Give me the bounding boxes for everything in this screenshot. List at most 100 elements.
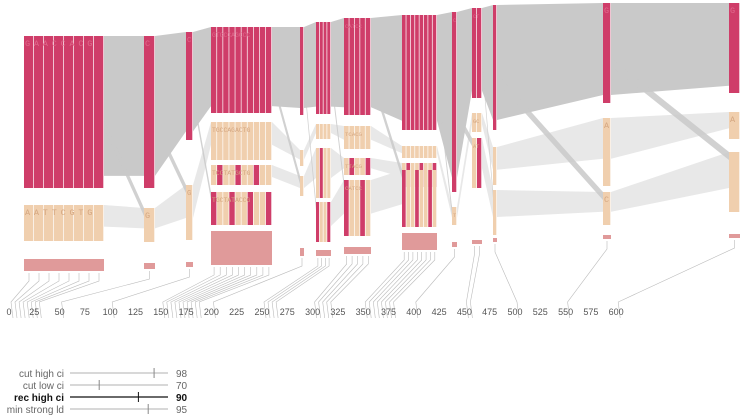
haplotype-block: CT bbox=[452, 12, 457, 247]
allele-column bbox=[327, 22, 331, 114]
allele-column bbox=[74, 205, 84, 241]
snp-connector bbox=[166, 267, 221, 319]
haplotype-sequence-label: G bbox=[604, 6, 611, 16]
haplotype-flow-band bbox=[304, 22, 316, 108]
threshold-control-row: min strong ld 95 bbox=[7, 404, 188, 416]
allele-column bbox=[402, 146, 406, 158]
threshold-label: cut high ci bbox=[19, 369, 64, 380]
axis-tick-label: 325 bbox=[330, 307, 345, 317]
threshold-control-row: cut low ci 70 bbox=[23, 380, 188, 392]
snp-connector bbox=[381, 252, 422, 319]
allele-column bbox=[34, 36, 44, 188]
snp-connector bbox=[170, 267, 227, 319]
haplotype-tail-bar bbox=[344, 247, 371, 254]
allele-column bbox=[472, 138, 477, 188]
allele-column bbox=[477, 113, 482, 132]
allele-column bbox=[603, 118, 611, 186]
allele-column bbox=[54, 205, 64, 241]
axis-tick-label: 300 bbox=[305, 307, 320, 317]
allele-column bbox=[729, 152, 740, 212]
allele-column bbox=[241, 165, 247, 185]
allele-column bbox=[300, 176, 304, 196]
haplotype-flow-band bbox=[371, 71, 402, 178]
allele-column bbox=[360, 126, 365, 149]
haplotype-sequence-label: CATCC bbox=[345, 185, 363, 192]
haplotype-sequence-label: C bbox=[145, 39, 155, 49]
allele-column bbox=[323, 148, 327, 198]
haplotype-tail-bar bbox=[300, 248, 304, 256]
haplotype-flow-band bbox=[272, 122, 300, 160]
axis-tick-label: 525 bbox=[533, 307, 548, 317]
allele-column bbox=[259, 165, 266, 185]
snp-connector bbox=[385, 252, 427, 319]
allele-column bbox=[410, 15, 415, 130]
haplotype-sequence-label: C bbox=[453, 18, 456, 24]
allele-column bbox=[74, 36, 84, 188]
allele-column bbox=[316, 202, 320, 242]
haplotype-flow-band bbox=[272, 27, 300, 108]
haplotype-tail-bar bbox=[186, 262, 193, 267]
haplotype-block: G A C bbox=[603, 3, 611, 239]
threshold-label: min strong ld bbox=[7, 405, 64, 416]
allele-column bbox=[452, 207, 457, 225]
haplotype-sequence-label: G bbox=[187, 190, 192, 198]
snp-connector bbox=[38, 273, 100, 319]
allele-column bbox=[365, 18, 371, 115]
haplotype-flow-band bbox=[331, 18, 344, 108]
haplotype-flow-band bbox=[497, 118, 603, 170]
allele-column bbox=[349, 18, 355, 115]
snp-connector bbox=[178, 267, 239, 319]
allele-column bbox=[229, 192, 235, 225]
allele-column bbox=[319, 124, 323, 139]
allele-column bbox=[235, 27, 241, 113]
allele-column bbox=[241, 122, 247, 160]
snp-connector bbox=[22, 273, 60, 319]
haplotype-block: GA bbox=[729, 3, 740, 238]
allele-column bbox=[319, 22, 323, 114]
threshold-control-row: rec high ci 90 bbox=[14, 392, 188, 404]
threshold-value: 95 bbox=[176, 405, 188, 416]
axis-tick-label: 225 bbox=[229, 307, 244, 317]
haplotype-sequence-label: TTACG bbox=[345, 163, 363, 170]
haplotype-block: GAACCACG AATTCGTG bbox=[24, 36, 104, 271]
axis-tick-label: 250 bbox=[254, 307, 269, 317]
allele-column bbox=[360, 158, 365, 175]
allele-column bbox=[406, 170, 411, 227]
allele-column bbox=[402, 15, 406, 130]
haplotype-sequence-label: TCACG bbox=[345, 131, 363, 138]
haplotype-sequence-label: A bbox=[604, 121, 611, 131]
haplotype-sequence-label: A bbox=[730, 115, 740, 125]
allele-column bbox=[211, 27, 217, 113]
haplotype-flow-band bbox=[482, 57, 493, 198]
allele-column bbox=[603, 3, 611, 103]
allele-column bbox=[349, 158, 355, 175]
allele-column bbox=[354, 180, 360, 236]
position-connectors bbox=[10, 240, 735, 319]
axis-tick-label: 200 bbox=[204, 307, 219, 317]
allele-column bbox=[319, 202, 323, 242]
haplotype-sequence-label: G bbox=[145, 211, 155, 221]
snp-connector bbox=[322, 256, 358, 319]
threshold-label: rec high ci bbox=[14, 393, 64, 404]
haplotype-flow-band bbox=[497, 3, 603, 120]
axis-tick-label: 500 bbox=[507, 307, 522, 317]
snp-connector bbox=[10, 273, 30, 319]
haplotype-flow-band bbox=[104, 205, 144, 229]
allele-column bbox=[428, 15, 432, 130]
allele-column bbox=[186, 185, 193, 240]
axis-tick-label: 475 bbox=[482, 307, 497, 317]
haplotype-tail-bar bbox=[729, 234, 740, 238]
axis-tick-label: 350 bbox=[356, 307, 371, 317]
snp-connector bbox=[263, 258, 319, 319]
haplotype-sequence-label: T bbox=[453, 213, 456, 219]
haplotype-sequence-label: CATCC bbox=[345, 23, 363, 30]
allele-column bbox=[265, 165, 272, 185]
haplotype-tail-bar bbox=[144, 263, 155, 269]
haplotype-flow-band bbox=[611, 152, 729, 212]
axis-tick-label: 375 bbox=[381, 307, 396, 317]
allele-column bbox=[223, 165, 229, 185]
axis-tick-label: 275 bbox=[280, 307, 295, 317]
haplotype-flow-band bbox=[482, 113, 493, 170]
